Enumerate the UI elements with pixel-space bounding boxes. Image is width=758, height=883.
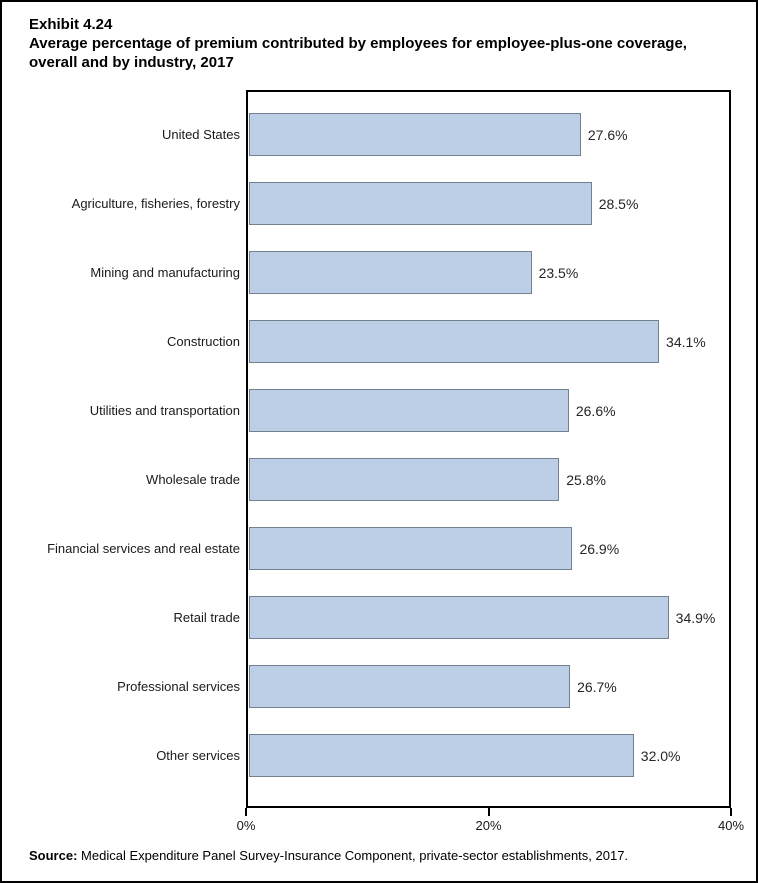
bar: [249, 320, 660, 363]
bar: [249, 113, 581, 156]
value-label: 27.6%: [587, 126, 628, 143]
x-tick-mark: [730, 808, 732, 816]
category-axis: United States Agriculture, fisheries, for…: [10, 92, 240, 806]
bar-row: 26.7%: [248, 652, 729, 721]
bar-row: 26.9%: [248, 514, 729, 583]
x-tick-mark: [245, 808, 247, 816]
source-label: Source:: [29, 848, 78, 863]
bar-row: 26.6%: [248, 376, 729, 445]
category-label: Construction: [167, 334, 240, 349]
bar: [249, 734, 634, 777]
source-text: Medical Expenditure Panel Survey-Insuran…: [81, 848, 629, 863]
bar: [249, 182, 592, 225]
value-label: 28.5%: [598, 195, 639, 212]
value-label: 32.0%: [640, 747, 681, 764]
value-label: 23.5%: [538, 264, 579, 281]
value-label: 26.6%: [575, 402, 616, 419]
bar-row: 25.8%: [248, 445, 729, 514]
plot-area: 27.6% 28.5% 23.5% 34.1% 26.6% 25.8% 26.9% 34.9%…: [246, 90, 731, 808]
value-label: 34.9%: [675, 609, 716, 626]
title-block: Exhibit 4.24 Average percentage of premi…: [29, 15, 745, 72]
bar: [249, 527, 573, 570]
bar: [249, 389, 569, 432]
source-line: Source: Medical Expenditure Panel Survey…: [29, 848, 628, 863]
category-label: Other services: [156, 748, 240, 763]
category-label: Wholesale trade: [146, 472, 240, 487]
x-tick-label: 40%: [717, 818, 745, 833]
chart-title-line-2: overall and by industry, 2017: [29, 54, 234, 71]
category-label: Financial services and real estate: [47, 541, 240, 556]
bar: [249, 458, 560, 501]
category-label: Mining and manufacturing: [90, 265, 240, 280]
category-label: Agriculture, fisheries, forestry: [71, 196, 240, 211]
x-tick-label: 0%: [236, 818, 256, 833]
x-axis: 0% 20% 40%: [237, 808, 744, 842]
value-label: 34.1%: [666, 333, 706, 350]
bar: [249, 251, 532, 294]
bar: [249, 596, 669, 639]
category-label: Professional services: [117, 679, 240, 694]
category-label: Utilities and transportation: [89, 403, 240, 418]
value-label: 26.7%: [577, 678, 617, 695]
bar-row: 34.1%: [248, 307, 729, 376]
bar-row: 23.5%: [248, 238, 729, 307]
category-label: United States: [161, 127, 240, 142]
category-label: Retail trade: [173, 610, 240, 625]
value-label: 26.9%: [579, 540, 620, 557]
chart-title-line-1: Average percentage of premium contribute…: [29, 35, 687, 52]
x-tick-mark: [487, 808, 490, 816]
value-label: 25.8%: [566, 471, 606, 488]
bar: [249, 665, 571, 708]
exhibit-number: Exhibit 4.24: [29, 16, 113, 33]
x-tick-label: 20%: [475, 818, 502, 833]
bar-row: 32.0%: [248, 721, 729, 790]
bar-row: 27.6%: [248, 100, 729, 169]
bar-row: 28.5%: [248, 169, 729, 238]
bar-row: 34.9%: [248, 583, 729, 652]
